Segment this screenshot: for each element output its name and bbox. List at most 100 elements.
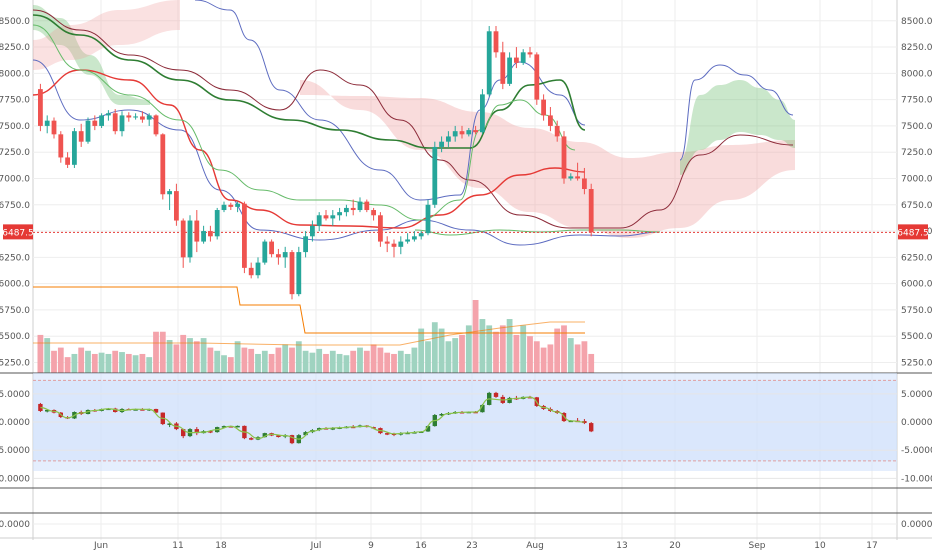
volume-bar	[438, 328, 445, 373]
price-tag-right-bg	[898, 224, 928, 240]
candle-body	[255, 262, 261, 276]
volume-bar	[275, 347, 282, 373]
osc-candle-body	[480, 404, 485, 413]
osc-candle-body	[507, 397, 512, 403]
volume-bar	[207, 347, 214, 373]
right-axis-tick: 6250.0	[901, 253, 932, 263]
candle-body	[303, 236, 308, 253]
volume-bar	[57, 347, 64, 373]
osc-candle-body	[425, 426, 431, 432]
future-envelope-upper	[679, 64, 794, 161]
volume-bar	[132, 355, 139, 373]
candle-body	[51, 120, 57, 135]
volume-bar	[370, 344, 377, 373]
volume-bar	[465, 325, 472, 373]
volume-bar	[125, 353, 132, 373]
left-axis-tick: 8250.0	[0, 43, 30, 53]
candle-body	[282, 252, 288, 258]
candle-body	[44, 120, 50, 126]
candle-body	[425, 204, 431, 234]
volume-bar	[561, 325, 567, 373]
x-axis-tick: 11	[172, 541, 183, 550]
candle-body	[534, 54, 540, 100]
volume-bar	[431, 322, 438, 373]
candle-body	[112, 113, 118, 132]
osc-candle-body	[303, 432, 308, 436]
volume-bar	[153, 331, 159, 373]
volume-bar	[241, 347, 248, 373]
candle-body	[242, 203, 247, 268]
x-axis-tick: 17	[866, 541, 877, 550]
candle-body	[391, 243, 397, 247]
ichimoku-cloud-early-bear	[33, 0, 180, 70]
ichimoku-cloud-bear	[300, 80, 795, 238]
candle-body	[500, 52, 506, 84]
volume-bar	[486, 325, 493, 373]
candle-body	[378, 215, 383, 242]
volume-bar	[289, 347, 295, 373]
candle-body	[187, 220, 193, 258]
volume-bar	[44, 338, 51, 373]
volume-bar	[540, 347, 547, 373]
lower-envelope-line	[32, 59, 661, 246]
candle-body	[58, 134, 64, 158]
osc-right-tick: 5.0000	[901, 390, 932, 400]
osc-right-tick: -10.0000	[901, 474, 932, 484]
volume-bar	[452, 338, 459, 373]
volume-bar	[159, 331, 166, 373]
volume-bar	[78, 347, 85, 373]
candle-body	[412, 236, 417, 240]
candle-body	[548, 115, 553, 126]
volume-bar	[255, 353, 261, 373]
osc-candle-body	[153, 408, 159, 413]
candle-body	[92, 120, 98, 126]
volume-bar	[411, 347, 418, 373]
volume-bar	[98, 352, 105, 373]
osc-candle-body	[181, 429, 186, 437]
osc-candle-body	[317, 428, 322, 431]
x-axis-tick: Aug	[526, 541, 544, 550]
right-axis-tick: 8500.0	[901, 17, 932, 27]
osc-candle-body	[439, 414, 444, 416]
volume-bar	[119, 352, 125, 373]
candle-body	[119, 115, 125, 132]
volume-bar	[574, 344, 581, 373]
osc-candle-body	[221, 426, 227, 428]
candle-body	[541, 99, 546, 116]
candle-body	[398, 241, 404, 247]
candle-body	[459, 131, 465, 135]
volume-bar	[166, 339, 173, 373]
candle-body	[384, 241, 390, 244]
candle-body	[514, 57, 519, 63]
volume-bar	[499, 325, 506, 373]
kijun-line	[32, 9, 794, 229]
right-axis-tick: 7250.0	[901, 148, 932, 158]
candle-body	[269, 241, 274, 255]
candle-body	[85, 120, 91, 142]
volume-bar	[391, 353, 397, 373]
candle-body	[575, 176, 580, 179]
osc-candle-body	[276, 435, 281, 438]
osc-candle-body	[133, 409, 138, 411]
osc-candle-body	[385, 433, 390, 435]
volume-bar	[37, 334, 44, 373]
candle-body	[588, 189, 594, 233]
volume-bar	[350, 350, 357, 373]
candle-body	[106, 113, 111, 116]
candle-body	[350, 207, 356, 211]
left-axis-tick: 7500.0	[0, 122, 30, 132]
volume-bar	[282, 344, 289, 373]
candle-body	[214, 210, 220, 237]
candle-body	[180, 220, 186, 258]
candle-body	[276, 254, 281, 258]
volume-bar	[554, 328, 561, 373]
volume-bar	[357, 347, 363, 373]
candle-body	[582, 178, 587, 189]
volume-bar	[493, 331, 499, 373]
right-axis-tick: 6000.0	[901, 280, 932, 290]
candle-body	[72, 131, 77, 165]
osc-left-tick: -10.0000	[0, 474, 30, 484]
volume-bar	[248, 348, 255, 373]
volume-bar	[139, 353, 146, 373]
